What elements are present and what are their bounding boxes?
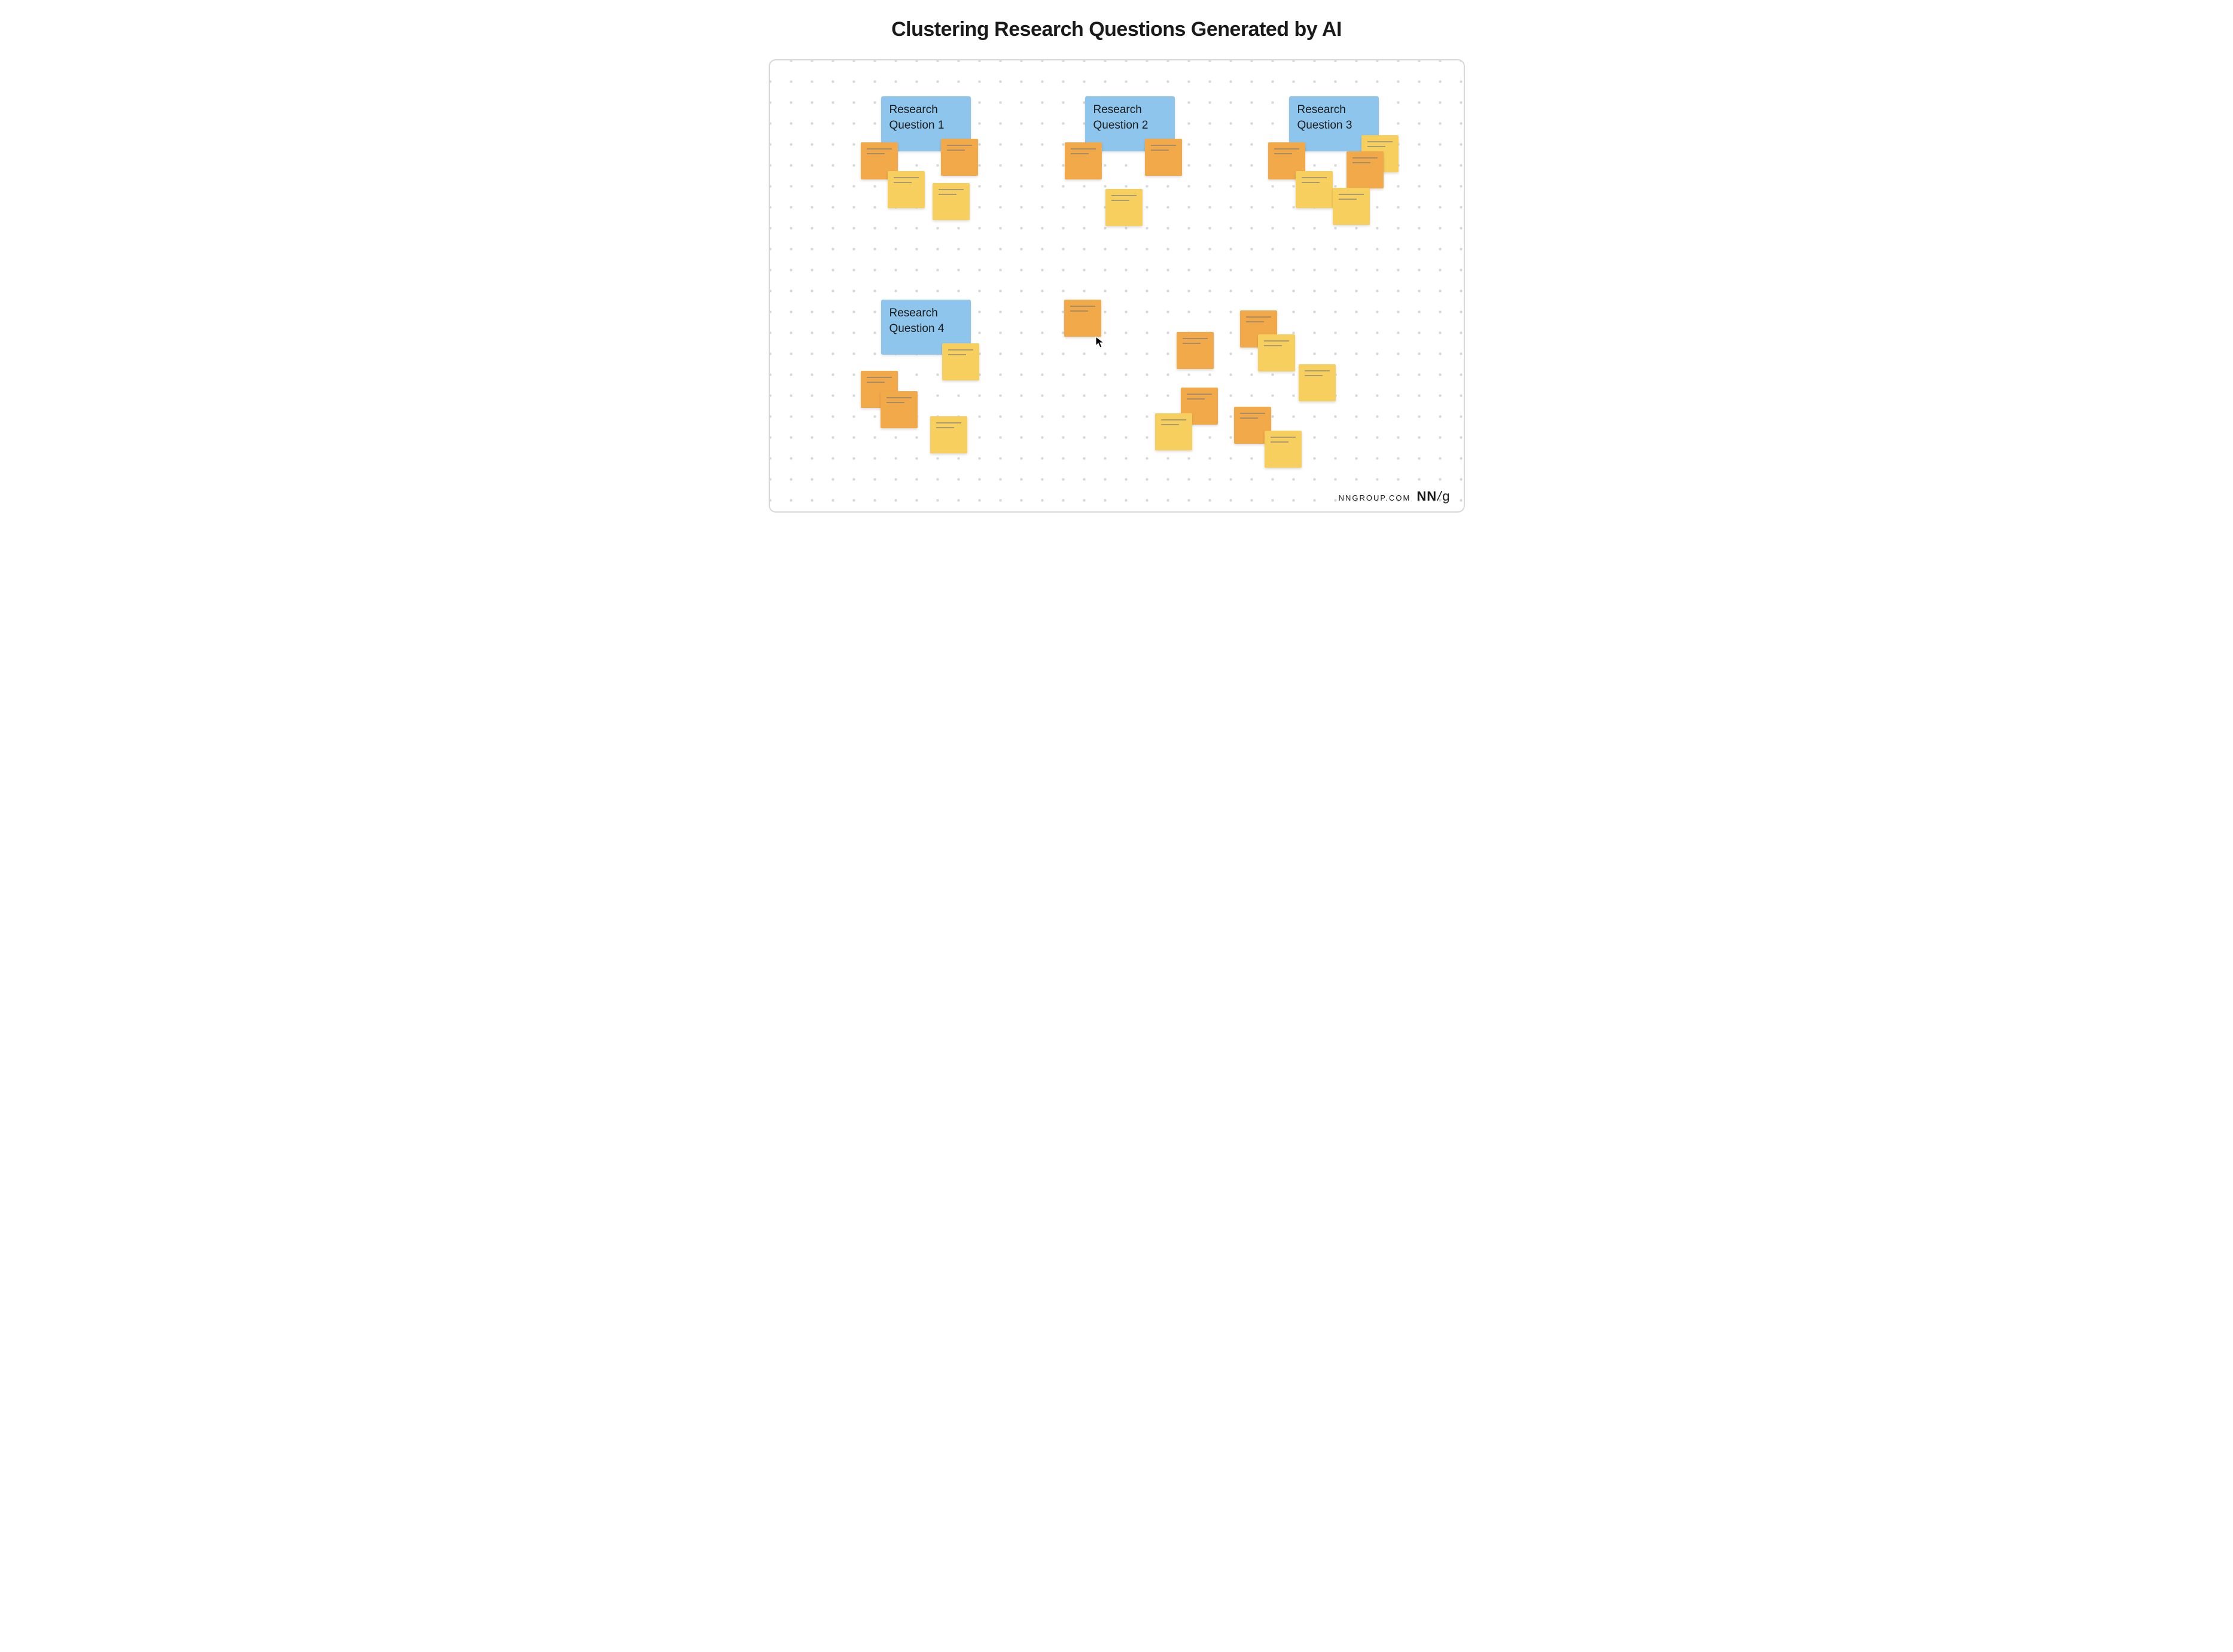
card-label: Research Question 3 [1297, 103, 1352, 132]
page-title: Clustering Research Questions Generated … [769, 18, 1465, 41]
sticky-note[interactable] [881, 391, 918, 428]
sticky-note[interactable] [1296, 171, 1333, 208]
sticky-note[interactable] [1105, 189, 1143, 226]
sticky-note[interactable] [1265, 431, 1302, 468]
footer-attribution: NNGROUP.COM NN/g [1339, 489, 1451, 504]
sticky-note[interactable] [941, 139, 978, 176]
sticky-note[interactable] [1145, 139, 1182, 176]
footer-logo: NN/g [1416, 489, 1450, 504]
card-label: Research Question 1 [889, 103, 945, 132]
sticky-note[interactable] [1333, 188, 1370, 225]
sticky-note[interactable] [1065, 142, 1102, 179]
sticky-note[interactable] [1177, 332, 1214, 369]
card-label: Research Question 4 [889, 307, 945, 335]
sticky-note[interactable] [930, 416, 967, 453]
footer-url: NNGROUP.COM [1339, 493, 1411, 502]
cursor-icon [1095, 336, 1105, 349]
sticky-note[interactable] [1346, 151, 1384, 188]
logo-nn: NN [1416, 489, 1437, 504]
sticky-note[interactable] [1258, 334, 1295, 371]
sticky-note[interactable] [1155, 413, 1192, 450]
sticky-note[interactable] [888, 171, 925, 208]
logo-slash: / [1437, 489, 1442, 504]
logo-g: g [1442, 489, 1450, 504]
sticky-note[interactable] [1064, 300, 1101, 337]
page: Clustering Research Questions Generated … [745, 0, 1489, 537]
sticky-note[interactable] [942, 343, 979, 380]
card-label: Research Question 2 [1093, 103, 1149, 132]
sticky-note[interactable] [933, 183, 970, 220]
whiteboard-canvas[interactable]: NNGROUP.COM NN/g Research Question 1 Rese… [769, 59, 1465, 513]
sticky-note[interactable] [1299, 364, 1336, 401]
